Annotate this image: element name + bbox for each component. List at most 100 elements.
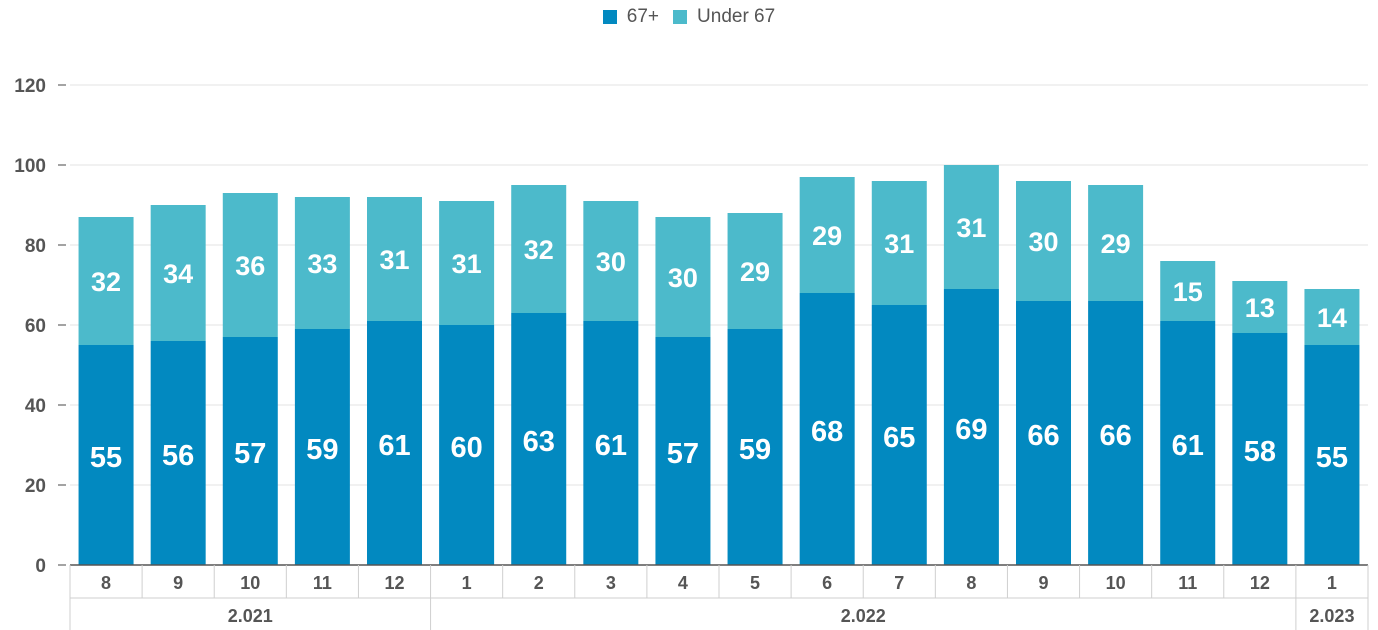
x-tick-label-month: 12 (384, 573, 404, 593)
data-label-under67: 31 (884, 229, 914, 259)
bar-under67 (799, 177, 855, 293)
x-tick-label-month: 8 (966, 573, 976, 593)
bar-67plus (1088, 301, 1144, 565)
data-label-67plus: 59 (739, 434, 771, 466)
data-label-under67: 30 (1028, 227, 1058, 257)
legend-item-67plus[interactable]: 67+ (602, 6, 660, 28)
x-tick-label-month: 9 (1038, 573, 1048, 593)
bar-under67 (222, 193, 278, 337)
bar-under67 (943, 165, 999, 289)
bar-under67 (78, 217, 134, 345)
bar-67plus (943, 289, 999, 565)
data-label-under67: 31 (379, 245, 409, 275)
data-label-67plus: 61 (378, 430, 410, 462)
x-tick-label-year: 2.021 (228, 606, 273, 626)
data-label-67plus: 69 (955, 414, 987, 446)
data-label-67plus: 57 (234, 438, 266, 470)
data-label-under67: 14 (1317, 303, 1347, 333)
bar-under67 (871, 181, 927, 305)
bar-under67 (1304, 289, 1360, 345)
bar-67plus (1160, 321, 1216, 565)
bar-under67 (1088, 185, 1144, 301)
x-tick-label-month: 5 (750, 573, 760, 593)
bar-under67 (150, 205, 206, 341)
y-tick-label: 0 (35, 556, 46, 577)
bar-67plus (1304, 345, 1360, 565)
x-tick-label-month: 11 (1178, 573, 1197, 593)
data-label-67plus: 57 (667, 438, 699, 470)
y-tick-label: 80 (25, 236, 46, 257)
data-label-under67: 32 (524, 235, 554, 265)
data-label-67plus: 63 (523, 426, 555, 458)
x-tick-label-month: 3 (606, 573, 616, 593)
data-label-67plus: 65 (883, 422, 915, 454)
bar-67plus (78, 345, 134, 565)
data-label-67plus: 59 (306, 434, 338, 466)
bar-under67 (1016, 181, 1071, 301)
data-label-67plus: 66 (1099, 420, 1131, 452)
x-tick-label-month: 8 (101, 573, 111, 593)
x-tick-label-month: 1 (462, 573, 472, 593)
x-tick-label-month: 10 (240, 573, 260, 593)
data-label-67plus: 66 (1027, 420, 1059, 452)
data-label-under67: 29 (1101, 229, 1131, 259)
bar-67plus (1232, 333, 1288, 565)
bar-67plus (871, 305, 927, 565)
bar-67plus (655, 337, 711, 565)
y-tick-label: 120 (14, 76, 46, 97)
bar-67plus (799, 293, 855, 565)
x-tick-label-month: 6 (822, 573, 832, 593)
data-label-under67: 29 (812, 221, 842, 251)
data-label-67plus: 68 (811, 416, 843, 448)
data-label-under67: 36 (235, 251, 265, 281)
y-tick-label: 60 (25, 316, 46, 337)
data-label-67plus: 61 (1172, 430, 1204, 462)
data-label-under67: 31 (452, 249, 482, 279)
bar-under67 (1232, 281, 1288, 333)
x-tick-label-month: 10 (1106, 573, 1126, 593)
data-label-67plus: 55 (90, 442, 122, 474)
bar-under67 (1160, 261, 1216, 321)
data-label-67plus: 60 (450, 432, 482, 464)
data-label-67plus: 56 (162, 440, 194, 472)
data-label-under67: 29 (740, 257, 770, 287)
data-label-67plus: 55 (1316, 442, 1348, 474)
x-tick-label-month: 7 (894, 573, 904, 593)
bar-67plus (1016, 301, 1071, 565)
legend-label-under67: Under 67 (697, 6, 776, 27)
data-label-under67: 31 (956, 213, 986, 243)
legend-label-67plus: 67+ (626, 6, 660, 27)
y-tick-label: 20 (25, 476, 46, 497)
bar-67plus (150, 341, 206, 565)
bar-under67 (655, 217, 711, 337)
chart-legend: 67+ Under 67 (0, 6, 1378, 28)
bar-67plus (294, 329, 350, 565)
bar-under67 (511, 185, 567, 313)
x-tick-label-month: 11 (313, 573, 332, 593)
bar-under67 (367, 197, 422, 321)
bar-67plus (439, 325, 495, 565)
data-label-under67: 33 (307, 249, 337, 279)
legend-item-under67[interactable]: Under 67 (673, 6, 775, 28)
data-label-under67: 32 (91, 267, 121, 297)
bar-67plus (727, 329, 783, 565)
legend-swatch-under67 (673, 10, 688, 24)
bar-67plus (222, 337, 278, 565)
data-label-67plus: 61 (595, 430, 627, 462)
x-tick-label-month: 4 (678, 573, 688, 593)
data-label-67plus: 58 (1244, 436, 1276, 468)
data-label-under67: 15 (1173, 277, 1203, 307)
bar-67plus (511, 313, 567, 565)
bar-under67 (294, 197, 350, 329)
bar-67plus (367, 321, 422, 565)
x-tick-label-month: 12 (1250, 573, 1270, 593)
x-tick-label-month: 2 (534, 573, 544, 593)
bar-under67 (583, 201, 639, 321)
bar-67plus (583, 321, 639, 565)
data-label-under67: 30 (668, 263, 698, 293)
bar-under67 (439, 201, 495, 325)
y-tick-label: 40 (25, 396, 46, 417)
x-tick-label-year: 2.023 (1309, 606, 1354, 626)
data-label-under67: 34 (163, 259, 193, 289)
